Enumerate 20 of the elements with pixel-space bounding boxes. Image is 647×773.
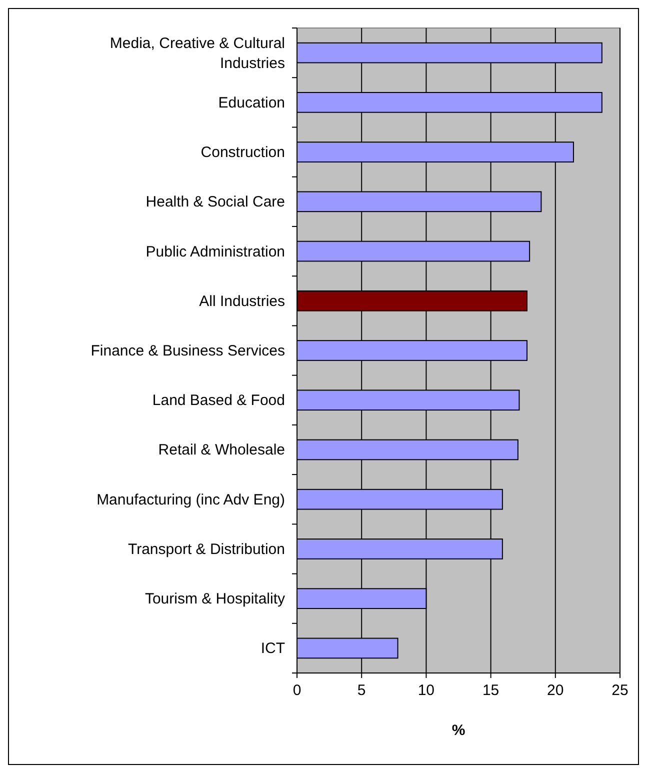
y-tick-label: Retail & Wholesale xyxy=(158,441,285,458)
x-tick-label: 25 xyxy=(612,682,628,699)
y-tick-label: Construction xyxy=(200,144,285,161)
y-tick-label: Public Administration xyxy=(146,242,285,260)
y-tick-label: Manufacturing (inc Adv Eng) xyxy=(96,490,285,508)
y-tick-label: Land Based & Food xyxy=(152,392,285,409)
y-tick-label: All Industries xyxy=(199,292,285,310)
y-tick-label: Finance & Business Services xyxy=(90,342,285,359)
y-tick-label: ICT xyxy=(260,640,285,657)
y-tick-label: Tourism & Hospitality xyxy=(144,590,286,608)
x-tick-label: 15 xyxy=(482,682,500,699)
y-tick-label: Education xyxy=(218,94,285,111)
x-tick-label: 20 xyxy=(547,682,564,699)
x-tick-label: 5 xyxy=(357,682,366,699)
x-axis-title: % xyxy=(452,722,466,739)
x-tick-label: 0 xyxy=(292,682,302,699)
y-tick-label: Health & Social Care xyxy=(146,193,285,210)
y-tick-label: Media, Creative & Cultural Industries xyxy=(110,34,285,72)
y-tick-label: Transport & Distribution xyxy=(128,540,285,558)
x-tick-label: 10 xyxy=(418,682,435,699)
